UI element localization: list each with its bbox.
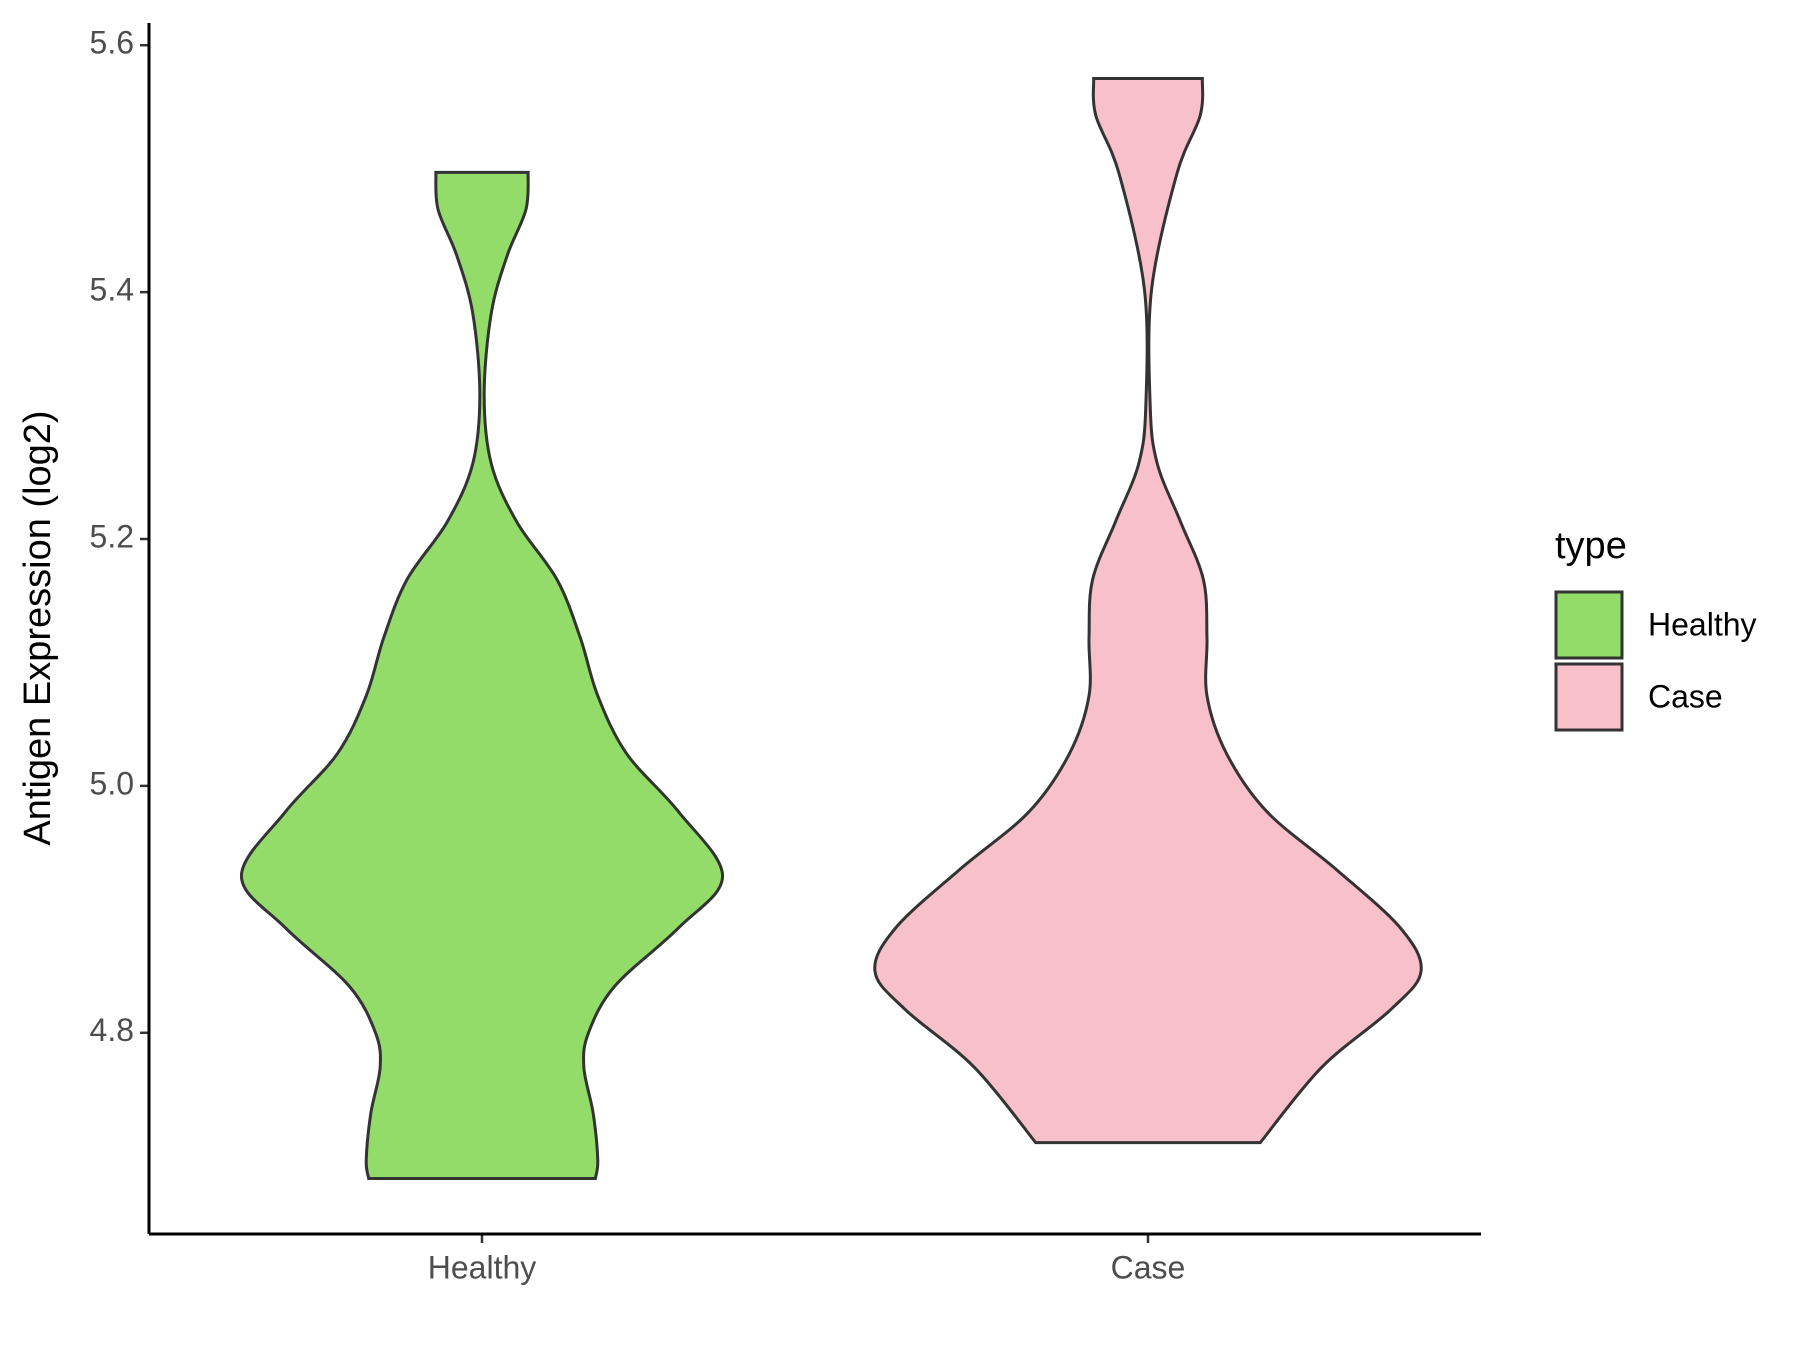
violin — [239, 170, 725, 1180]
y-tick-label: 5.6 — [90, 25, 134, 61]
legend-label: Case — [1648, 678, 1723, 714]
legend-title: type — [1555, 525, 1627, 567]
x-tick-label: Healthy — [428, 1249, 537, 1285]
y-tick-label: 4.8 — [90, 1012, 134, 1048]
y-tick-label: 5.0 — [90, 765, 134, 801]
legend-key — [1554, 662, 1624, 732]
legend-label: Healthy — [1648, 606, 1757, 642]
x-tick-label: Case — [1111, 1249, 1186, 1285]
y-tick-label: 5.2 — [90, 518, 134, 554]
y-axis-title: Antigen Expression (log2) — [17, 410, 59, 845]
legend-key — [1554, 590, 1624, 660]
violin — [873, 77, 1423, 1145]
y-tick-label: 5.4 — [90, 272, 134, 308]
